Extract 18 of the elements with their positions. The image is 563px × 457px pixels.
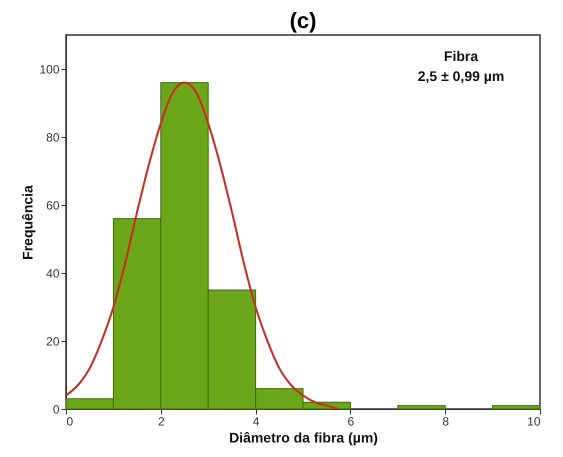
x-tick-label: 6 (348, 414, 355, 428)
x-tick-label: 4 (252, 414, 260, 428)
x-tick-label: 0 (66, 414, 74, 428)
y-tick-label: 20 (46, 334, 60, 348)
y-axis-title: Frequência (19, 184, 36, 260)
y-tick-label: 0 (52, 402, 60, 416)
line-series (65, 82, 340, 410)
x-tick-label: 10 (527, 414, 541, 428)
y-tick-label: 80 (46, 130, 60, 144)
annotation: Fibra (444, 48, 478, 64)
x-tick-label: 8 (442, 414, 450, 428)
y-tick-label: 40 (46, 266, 60, 280)
chart-title: (c) (290, 8, 316, 33)
x-tick-label: 2 (158, 414, 165, 428)
y-tick-label: 100 (39, 62, 60, 76)
annotation: 2,5 ± 0,99 µm (418, 68, 504, 84)
x-axis-title: Diâmetro da fibra (µm) (229, 430, 378, 446)
y-tick-label: 60 (46, 198, 60, 212)
